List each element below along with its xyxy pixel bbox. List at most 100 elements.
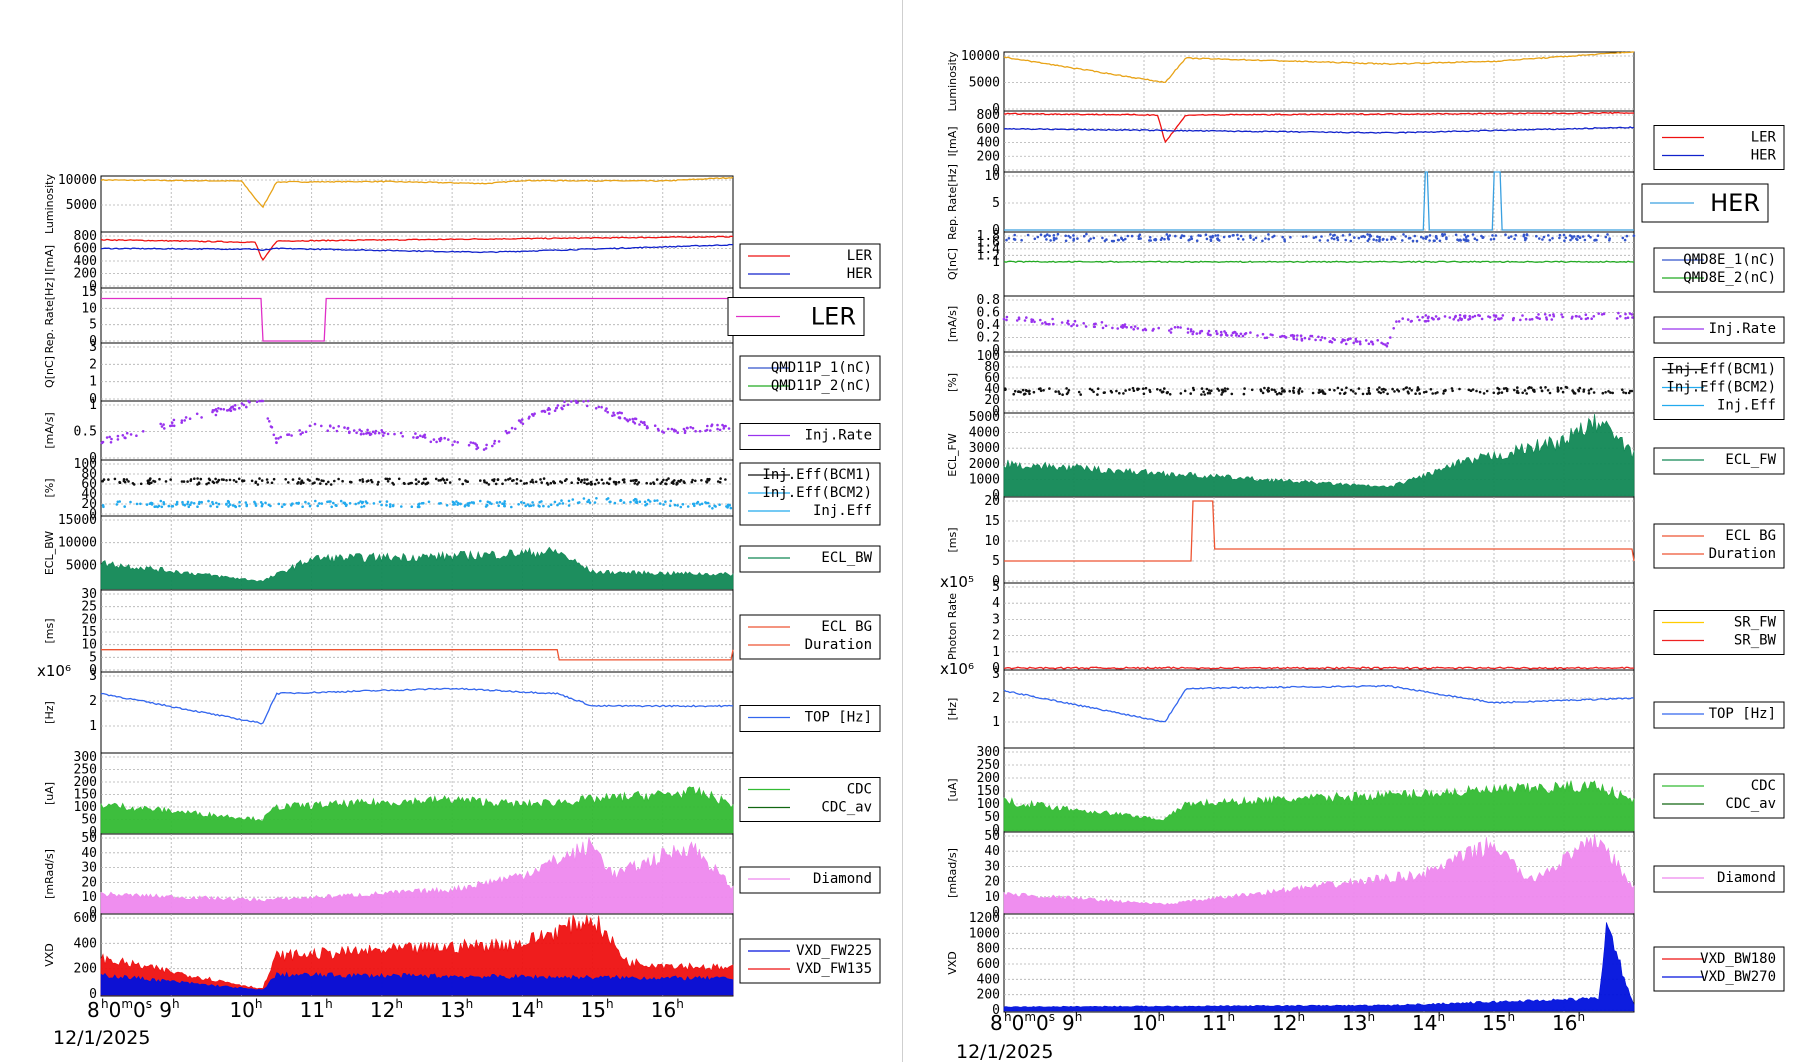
data-point: [722, 427, 726, 430]
data-point: [1088, 387, 1092, 391]
data-point: [109, 441, 113, 444]
data-point: [510, 426, 514, 430]
legend-entry: CDC: [1751, 778, 1776, 794]
y-tick-label: 1: [89, 398, 97, 413]
y-tick-label: 2: [89, 694, 97, 709]
data-point: [362, 505, 366, 508]
data-point: [1082, 322, 1085, 325]
legend-entry: TOP [Hz]: [805, 710, 872, 726]
panel-frame: [1003, 295, 1635, 353]
data-point: [672, 482, 675, 485]
data-point: [493, 439, 497, 443]
data-point: [645, 481, 648, 485]
data-point: [118, 480, 121, 484]
legend-entry: SR_BW: [1734, 633, 1777, 649]
data-point: [228, 478, 232, 482]
legend: Diamond: [739, 866, 881, 894]
data-point: [1428, 234, 1432, 237]
data-point: [1371, 342, 1375, 346]
data-point: [660, 480, 664, 484]
data-point: [211, 500, 214, 504]
data-point: [556, 404, 560, 407]
data-point: [1105, 238, 1108, 241]
data-point: [586, 478, 589, 481]
data-point: [358, 478, 362, 482]
y-tick-label: 150: [977, 784, 1000, 799]
panel-frame: [100, 913, 734, 997]
data-point: [381, 434, 385, 437]
data-point: [1041, 322, 1044, 325]
data-point: [1581, 235, 1585, 238]
y-axis-label: [Hz]: [946, 698, 959, 721]
data-point: [1223, 387, 1227, 390]
data-point: [589, 480, 593, 484]
date-label: 12/1/2025: [53, 1027, 150, 1049]
data-point: [1133, 325, 1137, 328]
data-point: [1250, 388, 1254, 392]
data-point: [520, 418, 524, 421]
data-point: [1027, 390, 1030, 393]
data-point: [679, 505, 683, 509]
data-point: [170, 421, 174, 425]
data-point: [254, 504, 258, 507]
data-point: [213, 409, 216, 412]
data-point: [571, 498, 575, 501]
data-point: [1571, 236, 1574, 240]
data-point: [298, 429, 302, 432]
data-point: [320, 424, 323, 428]
y-tick-label: 20: [984, 494, 1000, 509]
data-point: [123, 505, 126, 508]
legend: SR_FW SR_BW: [1653, 610, 1785, 655]
series-area: [1003, 834, 1635, 914]
data-point: [147, 480, 150, 483]
data-point: [172, 424, 176, 428]
data-point: [254, 502, 257, 505]
series-area: [1003, 780, 1635, 832]
data-point: [192, 502, 196, 505]
data-point: [1597, 312, 1600, 315]
data-point: [1116, 327, 1119, 330]
data-point: [1497, 387, 1501, 391]
data-point: [1036, 235, 1040, 239]
data-point: [497, 504, 501, 508]
hour-label: 13h: [1342, 1010, 1375, 1035]
data-point: [1544, 386, 1547, 389]
data-point: [1046, 233, 1049, 236]
data-point: [1161, 390, 1165, 394]
data-point: [1380, 388, 1384, 391]
data-point: [1236, 233, 1239, 237]
data-point: [553, 409, 557, 413]
data-point: [386, 432, 390, 436]
data-point: [716, 423, 719, 427]
y-axis-label: [mRad/s]: [43, 849, 56, 899]
data-point: [1065, 387, 1068, 390]
data-point: [694, 429, 697, 433]
data-point: [275, 441, 278, 445]
y-tick-label: 0: [89, 825, 97, 840]
data-point: [1432, 318, 1435, 321]
y-tick-label: 0.5: [74, 425, 97, 440]
data-point: [1378, 239, 1381, 243]
data-point: [1322, 392, 1325, 395]
data-point: [348, 502, 352, 505]
data-point: [1425, 390, 1428, 394]
data-point: [529, 504, 533, 508]
data-point: [1076, 237, 1079, 240]
data-point: [1535, 234, 1538, 238]
series-line: [1004, 171, 1634, 231]
data-point: [1453, 315, 1457, 319]
data-point: [319, 482, 322, 485]
data-point: [1404, 235, 1408, 238]
y-tick-label: 50: [984, 810, 1000, 825]
data-point: [475, 443, 479, 447]
data-point: [232, 407, 236, 411]
data-point: [1584, 317, 1588, 321]
data-point: [389, 503, 392, 506]
data-point: [1505, 387, 1509, 391]
data-point: [510, 505, 513, 509]
data-point: [1429, 388, 1433, 391]
data-point: [594, 407, 598, 410]
data-point: [472, 441, 475, 445]
data-point: [1216, 234, 1220, 237]
